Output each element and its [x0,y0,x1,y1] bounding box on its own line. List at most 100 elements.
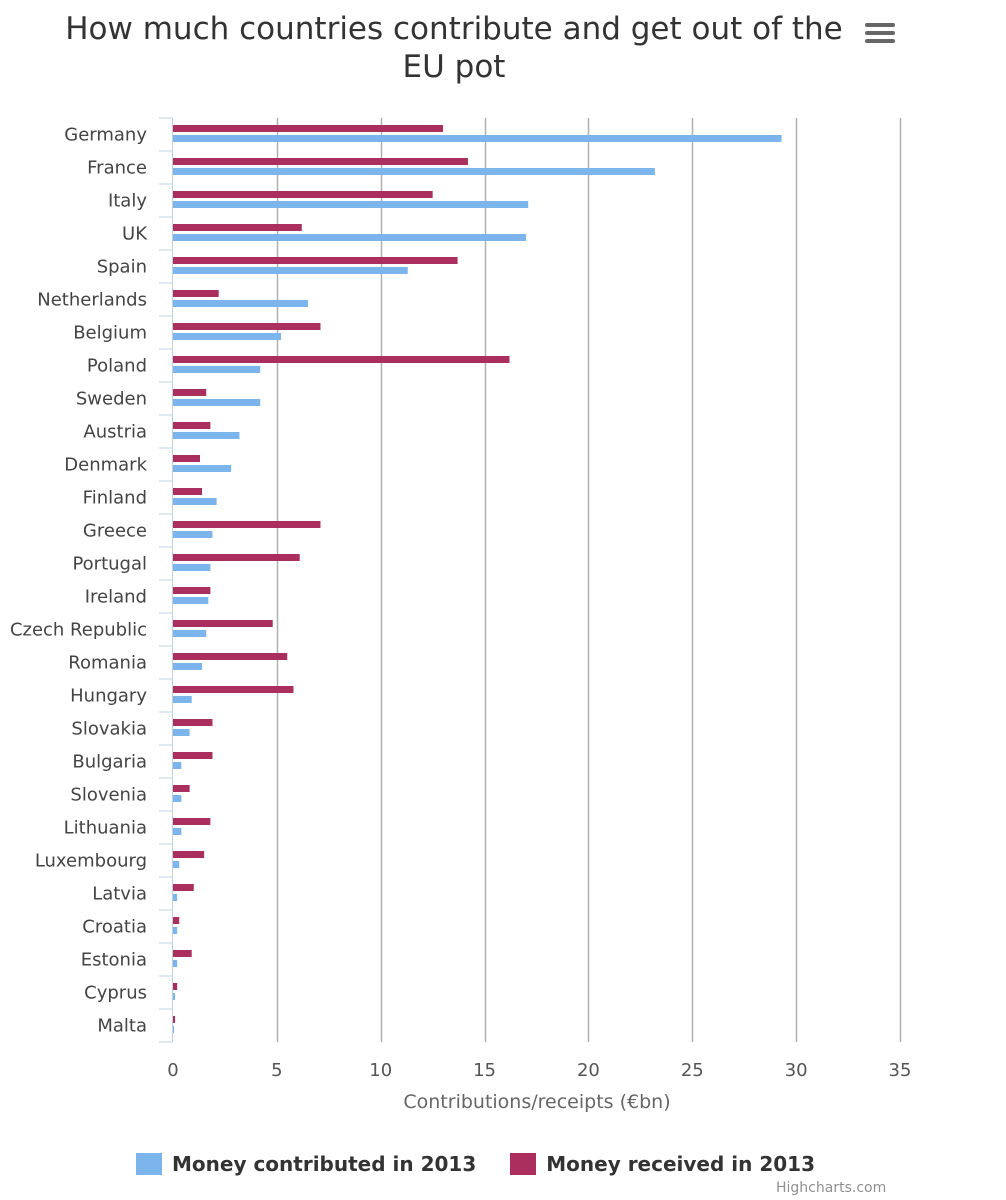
x-tick-label: 15 [473,1060,496,1081]
bar-received-spain[interactable] [173,257,458,264]
bar-received-finland[interactable] [173,488,203,495]
bar-received-bulgaria[interactable] [173,752,213,759]
category-label: Poland [87,356,147,377]
bar-contributed-ireland[interactable] [173,597,209,604]
category-label: Greece [83,521,147,542]
category-label: Czech Republic [10,620,147,641]
bar-contributed-latvia[interactable] [173,894,178,901]
category-label: Germany [64,125,147,146]
category-label: Italy [108,191,147,212]
x-tick-label: 35 [889,1060,912,1081]
category-label: Austria [83,422,147,443]
bar-contributed-italy[interactable] [173,201,529,208]
bar-received-malta[interactable] [173,1016,176,1023]
bar-contributed-croatia[interactable] [173,927,178,934]
legend-swatch-received [510,1153,537,1175]
x-tick-label: 20 [577,1060,600,1081]
category-label: UK [122,224,148,245]
bar-received-sweden[interactable] [173,389,207,396]
category-label: France [87,158,147,179]
bar-contributed-uk[interactable] [173,234,527,241]
x-tick-label: 0 [167,1060,178,1081]
bar-contributed-slovakia[interactable] [173,729,190,736]
bar-contributed-sweden[interactable] [173,399,261,406]
category-label: Finland [83,488,147,509]
bar-received-portugal[interactable] [173,554,300,561]
category-label: Luxembourg [35,851,147,872]
bar-received-lithuania[interactable] [173,818,211,825]
category-label: Bulgaria [72,752,147,773]
category-label: Netherlands [37,290,147,311]
category-labels: Germany France Italy UK Spain Netherlands Belg… [10,125,148,1037]
chart-context-menu-button[interactable] [862,20,898,50]
bar-received-france[interactable] [173,158,468,165]
bar-received-italy[interactable] [173,191,433,198]
bar-received-hungary[interactable] [173,686,294,693]
category-label: Portugal [72,554,147,575]
category-label: Sweden [76,389,147,410]
bar-contributed-luxembourg[interactable] [173,861,180,868]
hamburger-menu-icon-line [865,31,895,35]
bar-contributed-france[interactable] [173,168,655,175]
category-label: Slovenia [70,785,147,806]
legend-swatch-contributed [136,1153,162,1175]
bar-received-uk[interactable] [173,224,302,231]
bar-received-latvia[interactable] [173,884,194,891]
bar-contributed-netherlands[interactable] [173,300,309,307]
bar-contributed-spain[interactable] [173,267,408,274]
bar-contributed-austria[interactable] [173,432,240,439]
bar-contributed-portugal[interactable] [173,564,211,571]
bar-received-poland[interactable] [173,356,510,363]
category-label: Denmark [64,455,147,476]
legend-label-contributed: Money contributed in 2013 [172,1152,477,1176]
category-label: Belgium [73,323,147,344]
category-label: Cyprus [84,983,147,1004]
category-label: Spain [97,257,147,278]
bar-received-ireland[interactable] [173,587,211,594]
bar-contributed-poland[interactable] [173,366,261,373]
hamburger-menu-icon-line [865,39,895,43]
bar-contributed-belgium[interactable] [173,333,282,340]
bar-contributed-cyprus[interactable] [173,993,176,1000]
legend-label-received: Money received in 2013 [546,1152,815,1176]
bar-contributed-romania[interactable] [173,663,203,670]
bar-contributed-malta[interactable] [173,1026,175,1033]
category-label: Ireland [85,587,147,608]
bar-received-croatia[interactable] [173,917,180,924]
bar-received-slovenia[interactable] [173,785,190,792]
legend-item-contributed[interactable]: Money contributed in 2013 [136,1152,476,1176]
x-tick-label: 5 [271,1060,282,1081]
x-axis-title: Contributions/receipts (€bn) [403,1091,670,1113]
category-label: Latvia [92,884,147,905]
bar-contributed-czech-republic[interactable] [173,630,207,637]
bar-received-luxembourg[interactable] [173,851,205,858]
bar-received-belgium[interactable] [173,323,321,330]
bar-received-slovakia[interactable] [173,719,213,726]
bar-received-romania[interactable] [173,653,288,660]
bar-contributed-lithuania[interactable] [173,828,182,835]
x-tick-label: 25 [681,1060,704,1081]
category-label: Malta [97,1016,147,1037]
bar-received-greece[interactable] [173,521,321,528]
legend: Money contributed in 2013 Money received… [136,1152,849,1176]
bar-contributed-bulgaria[interactable] [173,762,182,769]
bar-chart: Germany France Italy UK Spain Netherlands Belg… [10,117,911,1113]
credits-link[interactable]: Highcharts.com [776,1180,887,1196]
bar-received-estonia[interactable] [173,950,192,957]
bar-contributed-finland[interactable] [173,498,217,505]
bar-received-austria[interactable] [173,422,211,429]
bar-contributed-denmark[interactable] [173,465,232,472]
bar-contributed-slovenia[interactable] [173,795,182,802]
bar-received-germany[interactable] [173,125,444,132]
bar-contributed-germany[interactable] [173,135,782,142]
value-axis-ticks: 0 5 10 15 20 25 30 35 [167,1060,911,1081]
bar-received-denmark[interactable] [173,455,201,462]
bar-contributed-greece[interactable] [173,531,213,538]
bar-received-czech-republic[interactable] [173,620,273,627]
bar-received-netherlands[interactable] [173,290,219,297]
legend-item-received[interactable]: Money received in 2013 [510,1152,815,1176]
bar-received-cyprus[interactable] [173,983,178,990]
category-label: Croatia [82,917,147,938]
bar-contributed-hungary[interactable] [173,696,192,703]
bar-contributed-estonia[interactable] [173,960,178,967]
